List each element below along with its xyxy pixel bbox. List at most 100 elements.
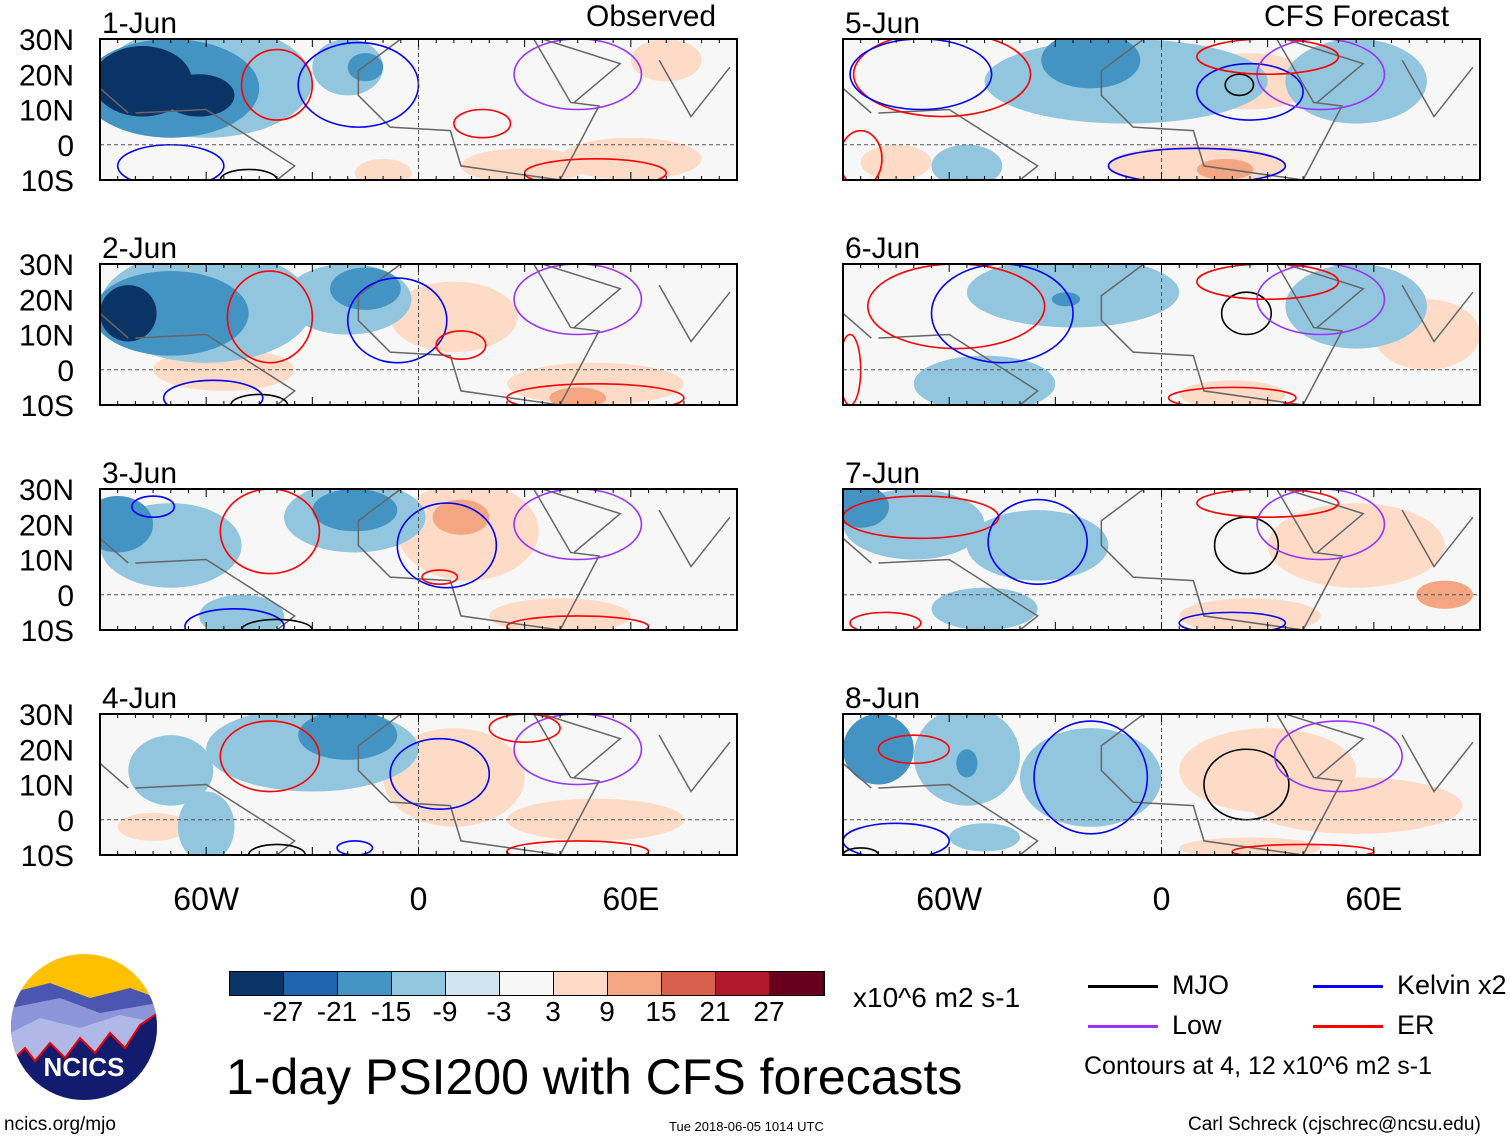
colorbar-swatch — [392, 972, 446, 995]
anomaly-shading — [1416, 580, 1473, 609]
anomaly-shading — [199, 594, 285, 630]
lon-tick-label: 0 — [410, 881, 428, 917]
panel-date: 2-Jun — [102, 232, 177, 265]
anomaly-shading — [100, 496, 154, 553]
anomaly-shading — [949, 823, 1020, 852]
lat-tick-label: 0 — [57, 130, 74, 163]
colorbar-swatch — [662, 972, 716, 995]
colorbar-tick: 21 — [699, 996, 731, 1027]
anomaly-shading — [966, 510, 1109, 581]
legend-line-mjo — [1088, 985, 1158, 988]
wave-contour — [488, 714, 561, 743]
wave-contour — [843, 847, 880, 855]
anomaly-shading — [1249, 777, 1463, 834]
anomaly-shading — [432, 499, 490, 535]
footer-url[interactable]: ncics.org/mjo — [4, 1114, 116, 1135]
wave-contour — [435, 330, 487, 360]
wave-contour — [226, 270, 314, 364]
coastline — [100, 264, 731, 405]
anomaly-shading — [1285, 264, 1427, 349]
colorbar-swatch — [554, 972, 608, 995]
colorbar-tick: 15 — [645, 996, 677, 1027]
wave-contour — [1178, 611, 1287, 630]
panel-frame — [99, 488, 738, 631]
lat-tick-label: 10S — [21, 165, 74, 198]
map-panel-8-Jun: 8-Jun 60W 0 60E — [842, 682, 1481, 917]
wave-contour — [219, 720, 321, 793]
lat-tick-label: 10N — [19, 770, 74, 803]
wave-contour — [219, 168, 278, 180]
wave-contour — [849, 39, 993, 111]
legend-label: MJO — [1172, 970, 1229, 1000]
anomaly-shading — [560, 137, 702, 180]
wave-contour — [1167, 386, 1297, 405]
anomaly-shading — [163, 74, 235, 117]
anomaly-shading — [913, 355, 1056, 405]
wave-contour — [162, 379, 264, 405]
lat-tick-label: 10S — [21, 615, 74, 648]
anomaly-shading — [298, 714, 398, 760]
footer-timestamp: Tue 2018-06-05 1014 UTC — [669, 1119, 824, 1134]
anomaly-shading — [506, 798, 684, 841]
wave-contour — [506, 383, 685, 405]
anomaly-shading — [312, 489, 398, 532]
anomaly-shading — [860, 144, 932, 180]
lat-tick-label: 20N — [19, 59, 74, 92]
map-panel-6-Jun: 6-Jun — [842, 232, 1481, 406]
lat-tick-label: 10S — [21, 390, 74, 423]
wave-contour — [184, 608, 285, 630]
map-panels: 1-Jun30N20N10N010S2-Jun30N20N10N010S3-Ju… — [19, 7, 1481, 917]
colorbar-tick: -9 — [432, 996, 458, 1027]
anomaly-shading — [460, 148, 589, 180]
legend-label: ER — [1397, 1010, 1435, 1040]
anomaly-shading — [843, 489, 889, 528]
wave-contour — [1203, 748, 1290, 821]
colorbar-swatch — [500, 972, 554, 995]
panel-frame — [99, 713, 738, 856]
wave-contour — [930, 264, 1074, 364]
lon-tick-label: 60E — [602, 881, 659, 917]
lat-tick-label: 30N — [19, 24, 74, 57]
wave-contour — [877, 734, 950, 765]
wave-contour — [346, 277, 448, 364]
wave-contour — [219, 489, 321, 575]
wave-contour — [389, 737, 491, 810]
svg-text:NCICS: NCICS — [44, 1052, 125, 1082]
colorbar-tick: -27 — [262, 996, 304, 1027]
anomaly-shading — [931, 587, 1038, 630]
colorbar-tick: -21 — [316, 996, 358, 1027]
lon-tick-label: 60E — [1345, 881, 1402, 917]
anomaly-shading — [1285, 39, 1427, 124]
contour-note: Contours at 4, 12 x10^6 m2 s-1 — [1084, 1052, 1433, 1080]
legend-label: Low — [1172, 1010, 1222, 1040]
wave-contour — [396, 502, 498, 589]
colorbar-tick: 3 — [545, 996, 561, 1027]
panel-frame — [842, 488, 1481, 631]
lat-tick-label: 10N — [19, 95, 74, 128]
anomaly-shading — [1019, 728, 1162, 827]
wave-contour — [1196, 264, 1340, 301]
lat-tick-label: 20N — [19, 284, 74, 317]
lon-tick-label: 0 — [1153, 881, 1171, 917]
legend-line-kelvin-x2 — [1313, 985, 1383, 988]
lat-tick-label: 0 — [57, 580, 74, 613]
panel-date: 1-Jun — [102, 7, 177, 40]
panel-date: 8-Jun — [845, 682, 920, 715]
colorbar-tick: -15 — [370, 996, 412, 1027]
wave-contour — [453, 108, 512, 139]
legend-line-low — [1088, 1025, 1158, 1028]
panel-frame — [99, 263, 738, 406]
wave-contour — [1220, 291, 1273, 336]
lat-tick-label: 10S — [21, 840, 74, 873]
colorbar-tick: 9 — [599, 996, 615, 1027]
panel-frame — [842, 713, 1481, 856]
colorbar-swatch — [770, 972, 824, 995]
wave-contour — [1273, 720, 1403, 793]
map-panel-5-Jun: 5-Jun — [842, 7, 1481, 181]
wave-contour — [987, 498, 1088, 585]
lat-tick-label: 20N — [19, 734, 74, 767]
anomaly-shading — [100, 285, 157, 342]
observed-label: Observed — [586, 0, 717, 33]
